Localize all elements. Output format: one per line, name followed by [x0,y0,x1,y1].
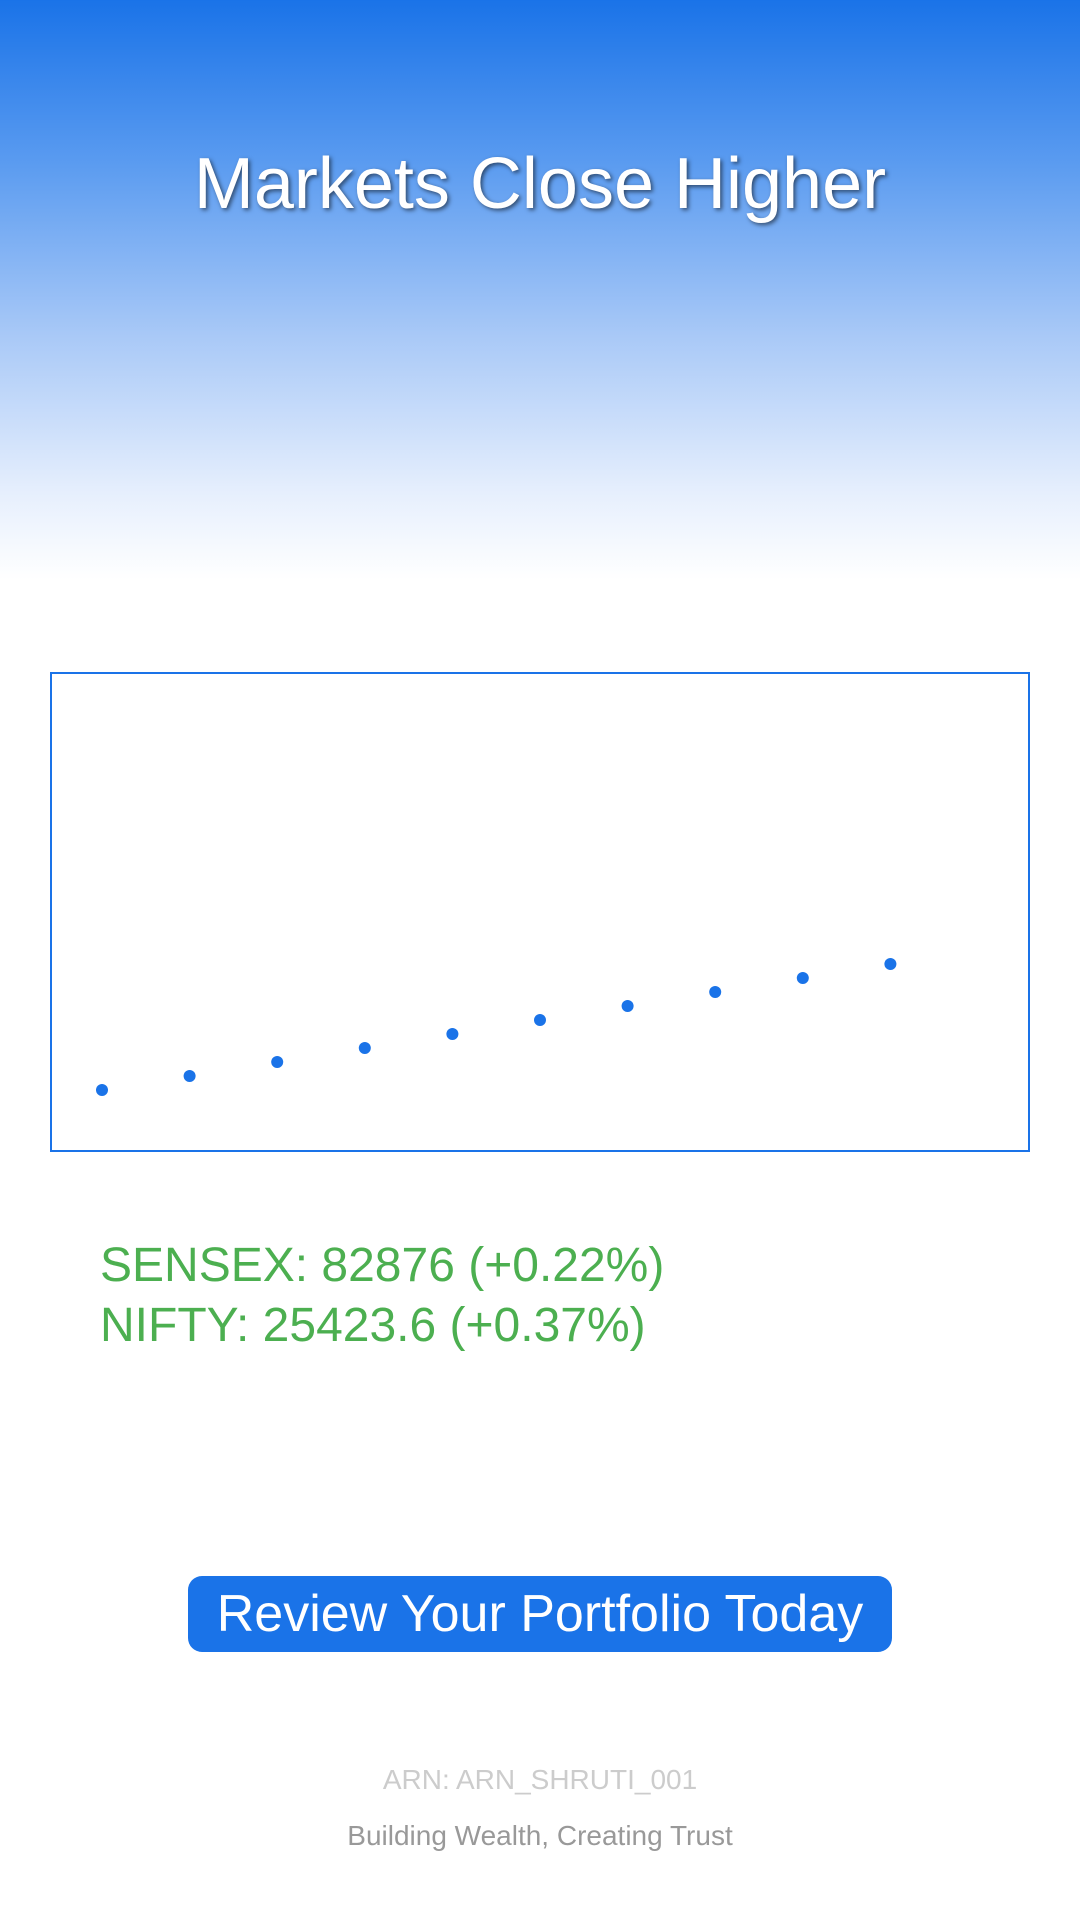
data-point [884,958,897,970]
data-point [534,1014,546,1026]
data-point [183,1070,196,1082]
data-point [271,1056,284,1068]
sensex-value: SENSEX: 82876 (+0.22%) [100,1239,665,1292]
data-point [96,1084,108,1096]
chart-plot [96,958,897,1096]
arn-label: ARN: ARN_SHRUTI_001 [382,1764,698,1795]
data-point [446,1028,459,1040]
review-portfolio-button[interactable]: Review Your Portfolio Today [188,1576,892,1652]
nifty-value: NIFTY: 25423.6 (+0.37%) [100,1299,646,1352]
data-point [621,1000,634,1012]
data-point [796,972,809,984]
header-banner: Markets Close Higher [0,0,1080,580]
tagline: Building Wealth, Creating Trust [347,1820,733,1851]
data-point [709,986,722,998]
data-point [358,1042,371,1054]
index-summary: SENSEX: 82876 (+0.22%) NIFTY: 25423.6 (+… [100,1236,664,1356]
page-title: Markets Close Higher [193,144,887,224]
market-chart [50,672,1030,1152]
